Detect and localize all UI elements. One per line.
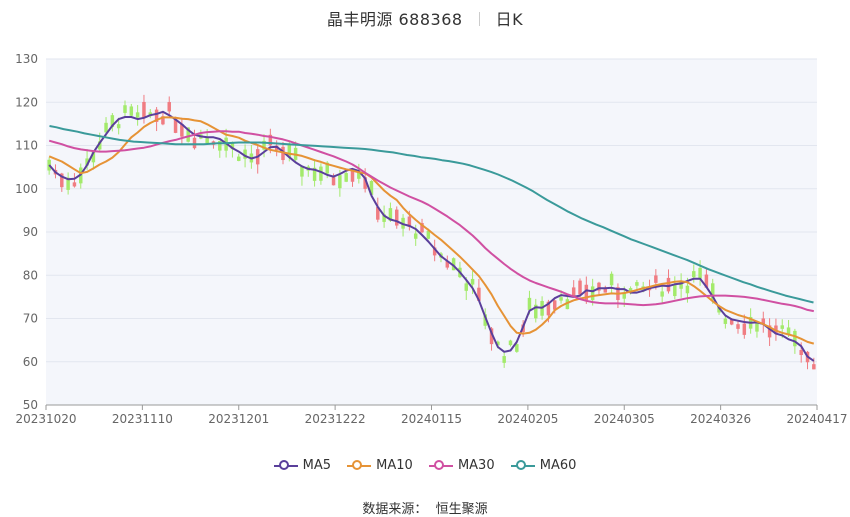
candle (376, 197, 380, 223)
candle (135, 105, 140, 126)
chart-title: 晶丰明源 688368 日K (0, 6, 850, 30)
y-tick-label: 60 (23, 355, 38, 369)
y-tick-label: 100 (15, 182, 38, 196)
y-tick-label: 120 (15, 95, 38, 109)
legend-ma30-icon (428, 459, 453, 472)
candle (742, 314, 747, 339)
candle (704, 268, 709, 289)
legend-ma5[interactable]: MA5 (273, 458, 331, 473)
legend-ma10-icon (347, 459, 372, 472)
candle (609, 271, 614, 295)
x-tick-label: 20231201 (208, 412, 269, 426)
source-label: 数据来源： (362, 502, 428, 517)
candle (110, 113, 115, 132)
candle (660, 286, 664, 304)
legend-ma60-label: MA60 (539, 458, 577, 473)
x-tick-label: 20231222 (305, 412, 366, 426)
candle (673, 276, 677, 300)
y-tick-label: 90 (23, 225, 38, 239)
x-tick-label: 20231110 (112, 412, 173, 426)
candle (723, 315, 728, 329)
x-tick-label: 20240205 (497, 412, 558, 426)
y-tick-label: 80 (23, 268, 38, 282)
candle (357, 163, 361, 184)
candle (451, 257, 456, 271)
x-tick-label: 20240417 (786, 412, 847, 426)
legend-ma30[interactable]: MA30 (428, 458, 495, 473)
candle (432, 239, 437, 262)
series-line-ma30 (48, 130, 814, 313)
x-tick-label: 20240115 (401, 412, 462, 426)
candle (502, 351, 506, 368)
y-tick-label: 110 (15, 139, 38, 153)
ma-lines (48, 110, 815, 362)
stock-name: 晶丰明源 688368 (326, 10, 463, 29)
y-tick-label: 130 (15, 52, 38, 66)
candle (755, 320, 759, 338)
series-line-ma60 (49, 125, 814, 304)
y-axis: 50 60 70 80 90 100 110 120 130 (15, 52, 38, 412)
candle (395, 206, 399, 229)
legend-ma5-icon (273, 459, 298, 472)
y-tick-label: 50 (23, 398, 38, 412)
candle (66, 172, 70, 195)
candle (129, 103, 134, 119)
candle (312, 159, 317, 187)
candle (319, 163, 323, 185)
source-provider: 恒生聚源 (435, 502, 488, 517)
x-axis: 20231020 20231110 20231201 20231222 20240115… (15, 405, 848, 426)
legend-ma10-label: MA10 (376, 458, 413, 473)
title-divider (478, 12, 480, 26)
candle (578, 278, 582, 298)
candle (237, 153, 241, 162)
candle (167, 96, 171, 116)
legend-ma60-icon (510, 459, 535, 472)
y-tick-label: 70 (23, 312, 38, 326)
candle (767, 318, 772, 347)
data-source: 数据来源： 恒生聚源 (0, 498, 850, 517)
legend-ma10[interactable]: MA10 (347, 458, 413, 473)
candle (679, 273, 683, 298)
legend-ma30-label: MA30 (457, 458, 495, 473)
candle (230, 141, 235, 158)
candle (331, 173, 336, 186)
x-tick-label: 20240305 (594, 412, 655, 426)
x-tick-label: 20231020 (15, 412, 76, 426)
candle (710, 278, 715, 304)
candle (736, 321, 740, 334)
candle (180, 117, 184, 145)
candle (445, 255, 450, 270)
candle (698, 260, 702, 286)
candle (761, 311, 766, 333)
candle (666, 269, 671, 294)
period-label: 日K (495, 10, 524, 29)
candle (477, 279, 481, 302)
legend: MA5 MA10 MA30 MA60 (0, 458, 850, 476)
candle (192, 129, 197, 150)
candle (571, 280, 576, 298)
x-tick-label: 20240326 (690, 412, 751, 426)
series-line-ma10 (48, 116, 815, 345)
candle (161, 112, 165, 126)
legend-ma60[interactable]: MA60 (510, 458, 577, 473)
candle (534, 298, 538, 323)
candle (123, 100, 127, 118)
candle (72, 173, 77, 188)
candle (508, 339, 513, 347)
candle (300, 166, 304, 186)
legend-ma5-label: MA5 (302, 458, 331, 473)
candle (262, 134, 266, 158)
